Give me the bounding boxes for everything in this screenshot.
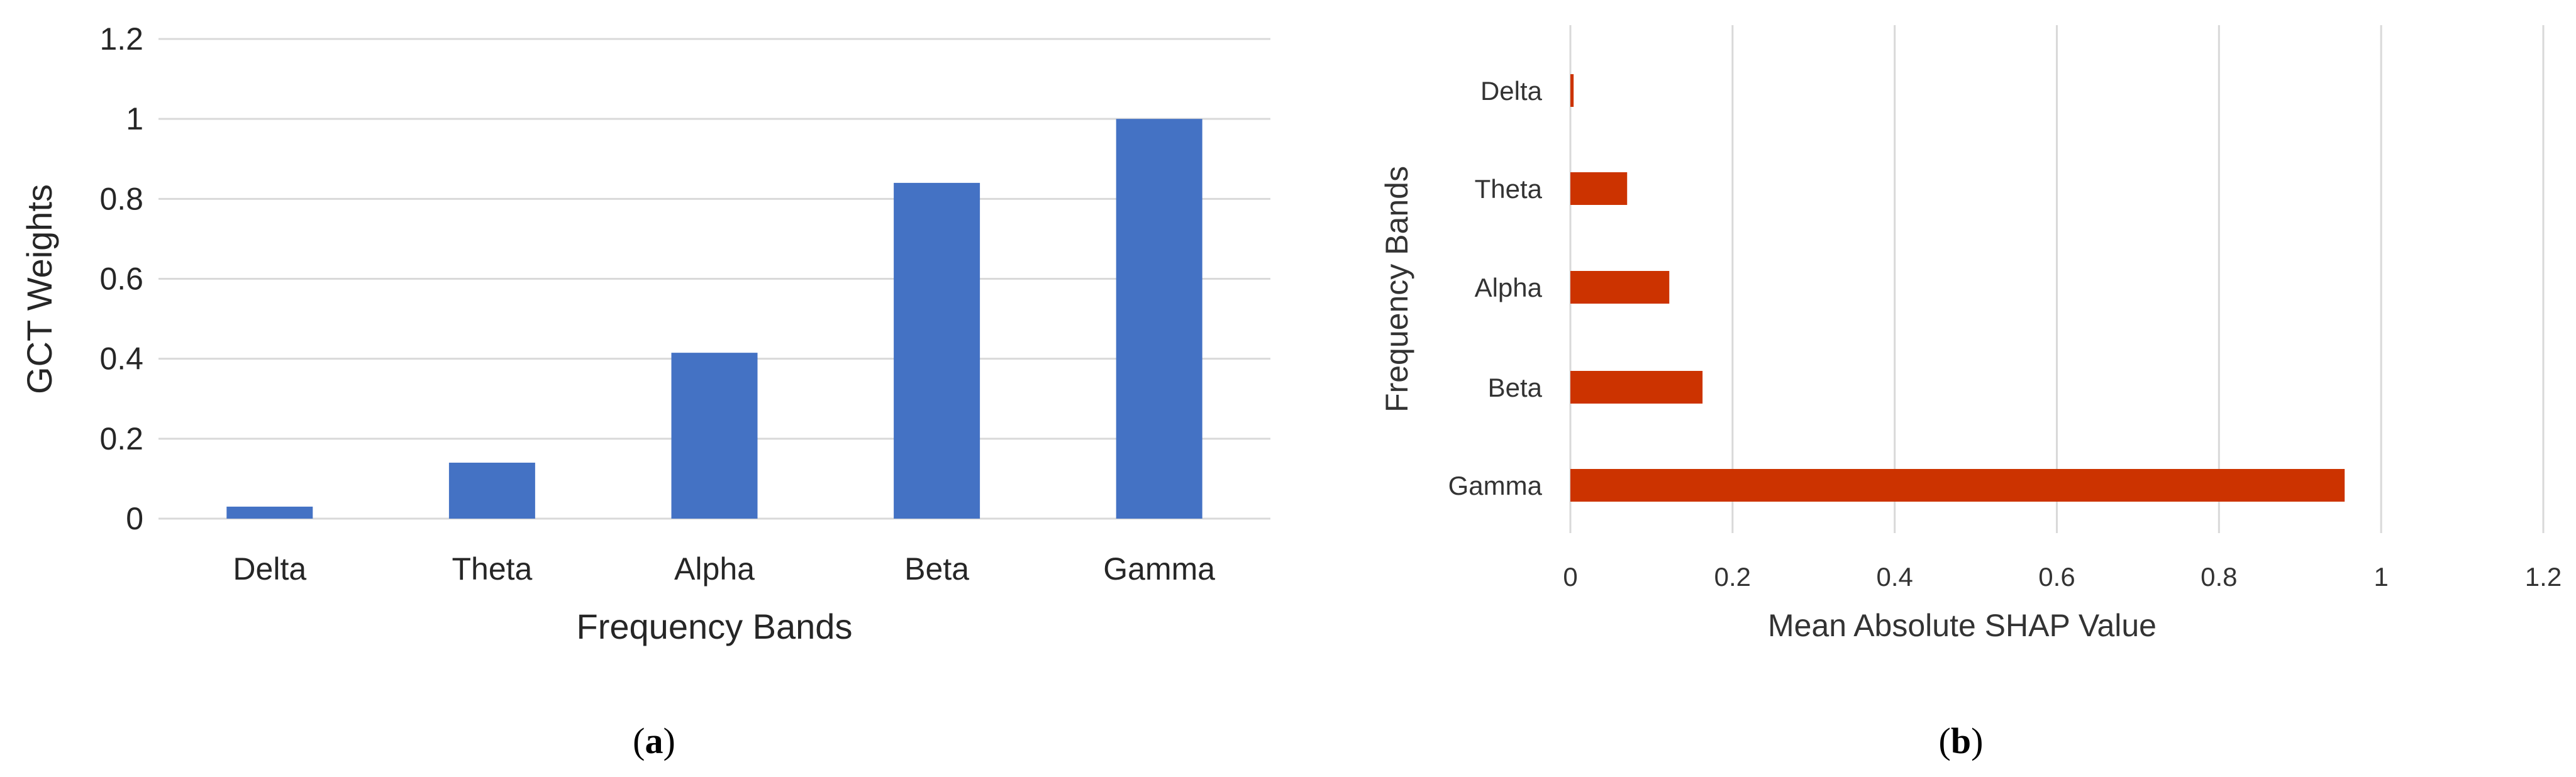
- chart-b-bar-gamma: [1570, 469, 2345, 502]
- chart-a-bar-beta: [894, 182, 980, 519]
- chart-a-bar-theta: [448, 462, 535, 519]
- chart-a-bar-alpha: [671, 353, 758, 519]
- chart-a-x-tick-label: Delta: [233, 551, 306, 587]
- chart-b-y-tick-label: Delta: [1480, 76, 1543, 106]
- chart-a-y-tick-label: 1.2: [99, 21, 143, 57]
- chart-a-x-tick-label: Gamma: [1103, 551, 1215, 587]
- chart-b-y-tick-label: Theta: [1475, 174, 1543, 204]
- chart-a-x-axis-title: Frequency Bands: [577, 607, 853, 646]
- chart-b-caption-letter: b: [1951, 720, 1971, 761]
- chart-b-y-tick-labels: Delta Theta Alpha Beta Gamma: [1448, 76, 1543, 500]
- chart-a-caption-letter: a: [645, 720, 663, 761]
- chart-a-caption: (a): [633, 720, 675, 761]
- chart-b-bar-beta: [1570, 371, 1703, 404]
- chart-b-bar-delta: [1570, 74, 1574, 107]
- chart-a-y-tick-label: 0.6: [99, 262, 143, 297]
- chart-b-y-tick-label: Beta: [1488, 373, 1543, 402]
- chart-b-x-tick-label: 0: [1563, 562, 1577, 592]
- chart-a-bar-gamma: [1116, 119, 1202, 519]
- chart-a-y-tick-label: 0.8: [99, 181, 143, 216]
- chart-a-bar-delta: [226, 506, 313, 519]
- chart-a-x-tick-label: Alpha: [674, 551, 755, 587]
- chart-b-y-tick-label: Gamma: [1448, 471, 1543, 500]
- chart-a-x-tick-label: Beta: [904, 551, 969, 587]
- chart-b-bar-theta: [1570, 172, 1628, 205]
- chart-b-x-tick-label: 0.4: [1876, 562, 1913, 592]
- chart-a-y-axis-title: GCT Weights: [19, 184, 59, 394]
- chart-b-y-tick-label: Alpha: [1475, 273, 1543, 302]
- chart-a-y-tick-label: 1: [126, 101, 143, 136]
- chart-a-y-tick-label: 0: [126, 501, 143, 536]
- chart-b-bars: [1570, 74, 2345, 502]
- chart-b-caption: (b): [1939, 720, 1984, 761]
- chart-b-x-tick-labels: 0 0.2 0.4 0.6 0.8 1 1.2: [1563, 562, 2562, 592]
- chart-b-x-tick-label: 0.6: [2038, 562, 2075, 592]
- chart-b-shap-values: Delta Theta Alpha Beta Gamma 0 0.2 0.4 0.6 0.8 1 1…: [1379, 25, 2562, 761]
- chart-a-y-tick-label: 0.4: [99, 341, 143, 377]
- chart-a-y-tick-labels: 0 0.2 0.4 0.6 0.8 1 1.2: [99, 21, 143, 536]
- chart-b-x-axis-title: Mean Absolute SHAP Value: [1768, 608, 2157, 643]
- chart-a-bars: [226, 119, 1202, 519]
- chart-a-x-tick-labels: Delta Theta Alpha Beta Gamma: [233, 551, 1215, 587]
- chart-a-y-tick-label: 0.2: [99, 421, 143, 456]
- chart-b-x-tick-label: 0.2: [1714, 562, 1751, 592]
- chart-a-x-tick-label: Theta: [452, 551, 532, 587]
- chart-b-x-tick-label: 1.2: [2525, 562, 2562, 592]
- chart-b-gridlines: [1569, 25, 2545, 533]
- chart-b-x-tick-label: 1: [2373, 562, 2388, 592]
- chart-b-bar-alpha: [1570, 271, 1670, 304]
- chart-b-y-axis-title: Frequency Bands: [1379, 166, 1414, 412]
- chart-b-x-tick-label: 0.8: [2201, 562, 2237, 592]
- chart-a-gct-weights: 0 0.2 0.4 0.6 0.8 1 1.2 Delta Theta Alpha Beta Gam…: [19, 21, 1270, 761]
